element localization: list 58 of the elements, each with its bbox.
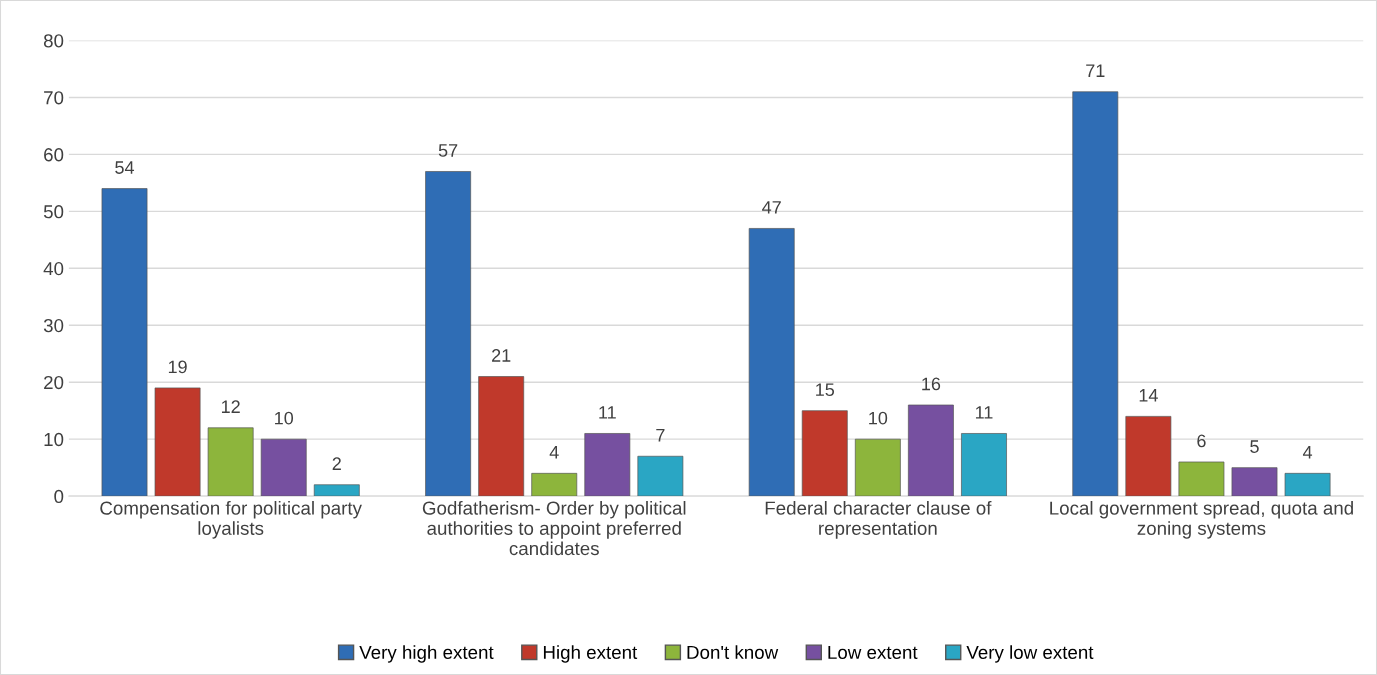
data-label: 11 <box>599 406 616 419</box>
data-label: 15 <box>816 383 835 397</box>
bar <box>101 188 148 497</box>
x-tick-label: Local government spread, quota and zoning systems <box>1050 500 1353 539</box>
bar <box>637 455 684 497</box>
y-tick-label: 50 <box>43 205 64 219</box>
bar <box>531 472 578 497</box>
data-label: 57 <box>438 144 458 157</box>
data-label: 6 <box>1197 434 1206 448</box>
legend-label: Don't know <box>687 645 779 659</box>
legend-label: High extent <box>543 645 638 663</box>
data-label: 2 <box>332 457 341 470</box>
data-label: 16 <box>922 377 941 391</box>
data-label: 5 <box>1250 440 1259 453</box>
bar <box>801 410 848 497</box>
data-label: 71 <box>1086 64 1105 77</box>
data-label: 11 <box>975 406 993 419</box>
data-label: 4 <box>549 446 559 459</box>
y-tick-label: 40 <box>43 262 64 276</box>
y-tick-label: 10 <box>44 432 64 447</box>
data-label: 21 <box>492 349 511 362</box>
bar <box>584 433 631 497</box>
bar <box>425 171 472 497</box>
bar <box>260 438 307 497</box>
bar <box>1231 467 1278 497</box>
bar <box>313 484 360 497</box>
x-tick-label: Godfatherism- Order by political authorities to appoint preferred candidates <box>422 500 686 556</box>
bar <box>961 433 1007 497</box>
data-label: 7 <box>656 428 665 442</box>
legend-label: Very high extent <box>359 645 494 663</box>
y-tick-label: 30 <box>43 318 64 333</box>
data-label: 14 <box>1139 389 1158 402</box>
bar <box>1125 416 1172 497</box>
x-tick-label: Federal character clause of representation <box>765 500 992 539</box>
y-tick-label: 80 <box>43 34 64 48</box>
bar <box>854 438 901 497</box>
x-tick-label: Compensation for political party loyalists <box>100 500 362 539</box>
bar <box>207 427 254 497</box>
legend-label: Very low extent <box>966 645 1094 663</box>
data-label: 54 <box>115 161 135 174</box>
data-label: 12 <box>221 400 240 413</box>
data-label: 10 <box>869 411 888 425</box>
y-tick-label: 70 <box>44 91 64 105</box>
y-tick-label: 0 <box>54 489 64 504</box>
y-tick-label: 20 <box>44 375 64 390</box>
bar <box>1178 461 1225 497</box>
bar <box>478 376 525 497</box>
bar <box>908 404 954 497</box>
data-label: 10 <box>275 411 294 425</box>
data-label: 47 <box>762 201 781 214</box>
legend-label: Low extent <box>828 645 918 659</box>
data-label: 19 <box>168 360 187 374</box>
bar <box>748 228 795 497</box>
data-label: 4 <box>1302 446 1313 459</box>
y-tick-label: 60 <box>44 148 64 162</box>
bar <box>154 387 201 497</box>
bar <box>1072 91 1119 497</box>
bar <box>1284 472 1331 497</box>
